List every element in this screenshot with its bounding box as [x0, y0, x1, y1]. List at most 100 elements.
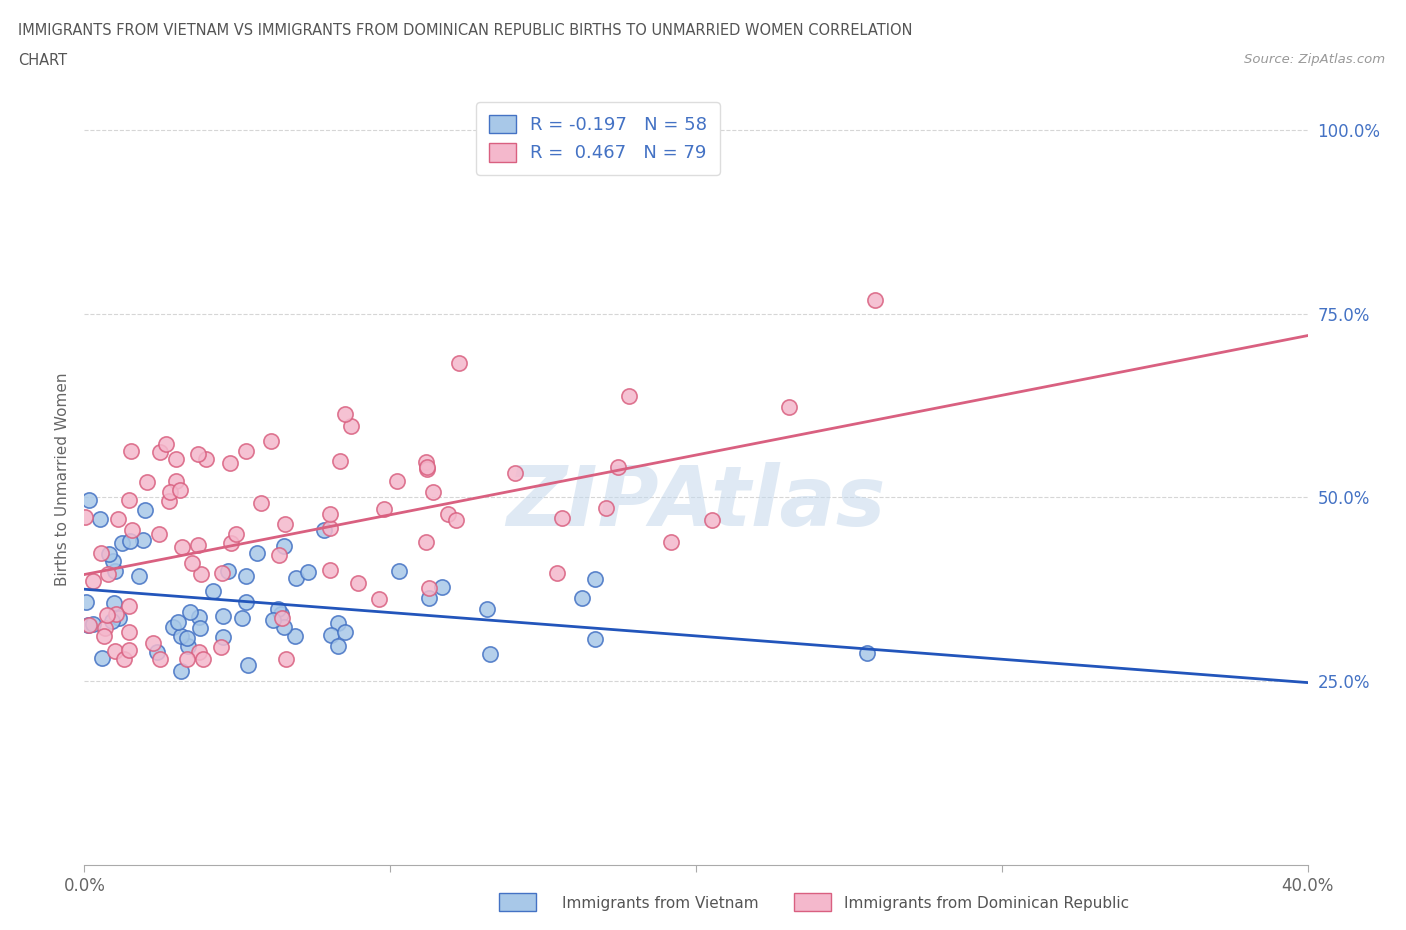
Point [297, 565, 319, 579]
Point [170, 664, 193, 679]
Point [104, 644, 127, 658]
Point [118, 598, 141, 613]
Point [503, 465, 526, 480]
Point [437, 507, 460, 522]
Point [318, 521, 340, 536]
Point [90, 545, 112, 560]
Point [422, 485, 444, 499]
Point [271, 610, 294, 625]
Point [177, 639, 200, 654]
Point [77, 492, 100, 507]
Point [273, 538, 295, 553]
Y-axis label: Births to Unmarried Women: Births to Unmarried Women [55, 372, 70, 586]
Point [329, 454, 352, 469]
Point [217, 564, 239, 578]
Point [607, 459, 630, 474]
Point [128, 568, 150, 583]
Point [235, 595, 257, 610]
Point [97, 566, 120, 581]
Point [170, 629, 193, 644]
Point [326, 616, 349, 631]
Point [82, 574, 104, 589]
Point [77, 618, 100, 632]
Point [187, 609, 209, 624]
Point [101, 553, 124, 568]
Point [94, 621, 117, 636]
Point [195, 452, 218, 467]
Point [187, 446, 209, 461]
Point [117, 625, 139, 640]
Point [111, 536, 134, 551]
Point [863, 293, 886, 308]
Point [432, 579, 454, 594]
Point [120, 534, 142, 549]
Point [112, 652, 135, 667]
Point [212, 630, 235, 644]
Point [148, 526, 170, 541]
Point [98, 547, 121, 562]
Point [284, 570, 307, 585]
Point [96, 608, 118, 623]
Point [235, 444, 257, 458]
Point [225, 527, 247, 542]
Point [155, 437, 177, 452]
Text: Source: ZipAtlas.com: Source: ZipAtlas.com [1244, 53, 1385, 66]
Point [418, 591, 440, 605]
Point [319, 506, 342, 521]
Point [583, 571, 606, 586]
Point [583, 631, 606, 646]
Text: IMMIGRANTS FROM VIETNAM VS IMMIGRANTS FROM DOMINICAN REPUBLIC BIRTHS TO UNMARRIE: IMMIGRANTS FROM VIETNAM VS IMMIGRANTS FR… [18, 23, 912, 38]
Point [273, 619, 295, 634]
Point [415, 461, 437, 476]
Point [165, 452, 187, 467]
Point [187, 645, 209, 660]
Point [73, 510, 96, 525]
Point [148, 652, 170, 667]
Point [373, 501, 395, 516]
Point [416, 459, 439, 474]
Point [120, 444, 142, 458]
Point [571, 591, 593, 605]
Point [157, 493, 180, 508]
Point [149, 445, 172, 459]
Point [546, 565, 568, 580]
Point [284, 629, 307, 644]
Point [170, 539, 193, 554]
Point [104, 606, 127, 621]
Point [367, 591, 389, 606]
Point [250, 496, 273, 511]
Point [778, 400, 800, 415]
Point [235, 568, 257, 583]
Text: Immigrants from Dominican Republic: Immigrants from Dominican Republic [844, 897, 1129, 911]
Point [101, 614, 124, 629]
Point [333, 407, 356, 422]
Point [167, 615, 190, 630]
Point [444, 513, 467, 528]
Point [595, 500, 617, 515]
Legend: R = -0.197   N = 58, R =  0.467   N = 79: R = -0.197 N = 58, R = 0.467 N = 79 [477, 102, 720, 175]
Point [187, 538, 209, 552]
Point [162, 620, 184, 635]
Point [231, 611, 253, 626]
Point [77, 618, 100, 632]
Point [159, 485, 181, 499]
Point [211, 608, 233, 623]
Point [75, 594, 97, 609]
Point [108, 611, 131, 626]
Text: Immigrants from Vietnam: Immigrants from Vietnam [562, 897, 759, 911]
Point [262, 612, 284, 627]
Point [89, 512, 111, 527]
Text: ZIPAtlas: ZIPAtlas [506, 461, 886, 542]
Point [107, 512, 129, 526]
Point [328, 639, 350, 654]
Point [617, 389, 640, 404]
Point [218, 456, 240, 471]
Point [169, 483, 191, 498]
Text: CHART: CHART [18, 53, 67, 68]
Point [319, 628, 342, 643]
Point [274, 652, 297, 667]
Point [415, 455, 437, 470]
Point [659, 535, 682, 550]
Point [388, 564, 411, 578]
Point [418, 580, 440, 595]
